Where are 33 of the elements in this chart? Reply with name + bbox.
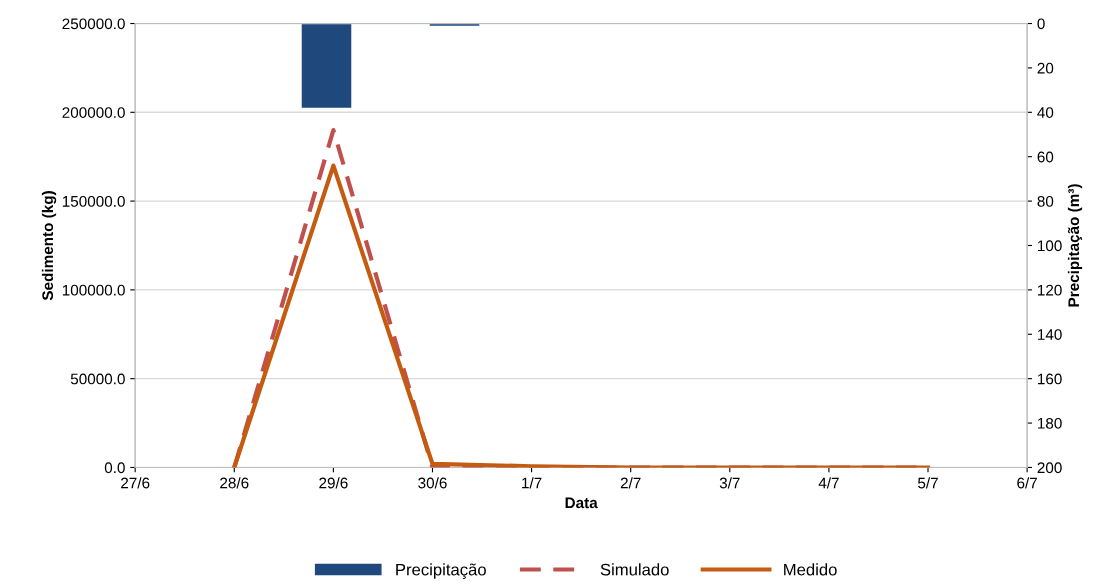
x-tick-label: 28/6 (220, 477, 249, 489)
legend-label: Simulado (600, 563, 669, 576)
y2-tick-label: 180 (1038, 417, 1062, 429)
x-tick-label: 1/7 (522, 477, 542, 489)
x-tick-label: 6/7 (1017, 477, 1037, 489)
y2-tick-label: 100 (1038, 240, 1062, 252)
x-tick-label: 2/7 (620, 477, 641, 489)
y2-tick-label: 60 (1037, 151, 1054, 163)
y2-tick-label: 140 (1038, 329, 1062, 340)
y2-tick-label: 80 (1037, 195, 1054, 207)
y-tick-label: 200000.0 (62, 107, 125, 118)
x-tick-label: 3/7 (719, 477, 740, 489)
y2-tick-label: 0 (1037, 18, 1045, 30)
x-tick-label: 5/7 (918, 477, 938, 489)
y2-axis-title: Precipitação (m³) (1067, 184, 1083, 307)
x-axis-title: Data (565, 497, 598, 509)
x-tick-label: 4/7 (818, 477, 839, 489)
y-tick-label: 100000.0 (62, 284, 125, 296)
x-tick-label: 27/6 (121, 477, 150, 489)
y-tick-label: 0.0 (104, 462, 125, 474)
legend-label: Precipitação (396, 563, 486, 579)
y2-tick-label: 40 (1037, 107, 1054, 118)
y2-tick-label: 200 (1037, 462, 1062, 474)
y-tick-label: 50000.0 (70, 373, 125, 385)
legend-label: Medido (784, 563, 837, 576)
x-tick-label: 29/6 (319, 477, 348, 489)
y2-tick-label: 160 (1038, 373, 1062, 385)
x-tick-label: 30/6 (418, 477, 447, 489)
y-tick-label: 150000.0 (62, 195, 125, 207)
y2-tick-label: 20 (1037, 62, 1054, 74)
y-axis-title: Sedimento (kg) (41, 191, 57, 301)
y-tick-label: 250000.0 (62, 18, 125, 30)
y2-tick-label: 120 (1038, 284, 1062, 296)
